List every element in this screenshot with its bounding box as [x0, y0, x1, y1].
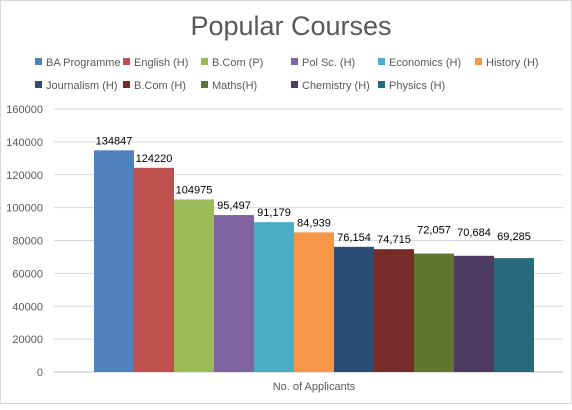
legend-item: BA Programme [35, 57, 121, 69]
data-label: 76,154 [337, 232, 371, 244]
legend-swatch [123, 81, 130, 88]
legend-item: B.Com (H) [123, 80, 186, 92]
bar [254, 222, 294, 372]
legend-swatch [291, 58, 298, 65]
legend-item: Chemistry (H) [291, 80, 370, 92]
legend-label: History (H) [486, 57, 539, 69]
legend-item: B.Com (P) [201, 57, 263, 69]
y-tick-label: 20000 [12, 334, 43, 346]
bars [94, 150, 534, 372]
legend: BA Programme English (H) B.Com (P) Pol Sc. … [35, 57, 539, 92]
legend-swatch [35, 58, 42, 65]
x-axis-category-label: No. of Applicants [273, 381, 356, 393]
legend-label: English (H) [134, 57, 188, 69]
y-tick-label: 80000 [12, 236, 43, 248]
y-tick-label: 100000 [6, 203, 43, 215]
legend-label: BA Programme [46, 57, 121, 69]
legend-label: Physics (H) [389, 80, 445, 92]
legend-item: History (H) [475, 57, 539, 69]
data-label: 84,939 [297, 217, 331, 229]
legend-label: B.Com (H) [134, 80, 186, 92]
legend-item: Maths(H) [201, 80, 257, 92]
legend-item: Physics (H) [378, 80, 445, 92]
bar [214, 215, 254, 372]
legend-item: English (H) [123, 57, 188, 69]
legend-label: Economics (H) [389, 57, 461, 69]
legend-swatch [475, 58, 482, 65]
legend-item: Economics (H) [378, 57, 461, 69]
bar [174, 199, 214, 372]
data-label: 124220 [136, 153, 173, 165]
legend-swatch [201, 58, 208, 65]
legend-swatch [201, 81, 208, 88]
legend-label: Journalism (H) [46, 80, 118, 92]
bar [94, 150, 134, 372]
bar [414, 253, 454, 372]
bar [454, 255, 494, 372]
legend-swatch [291, 81, 298, 88]
data-label: 70,684 [457, 227, 491, 239]
data-label: 69,285 [497, 231, 531, 243]
legend-label: Maths(H) [212, 80, 257, 92]
legend-swatch [378, 58, 385, 65]
y-tick-label: 120000 [6, 170, 43, 182]
bar [334, 246, 374, 372]
legend-swatch [123, 58, 130, 65]
chart-title: Popular Courses [190, 11, 391, 41]
legend-swatch [378, 81, 385, 88]
bar [294, 232, 334, 372]
legend-item: Pol Sc. (H) [291, 57, 355, 69]
legend-label: Pol Sc. (H) [302, 57, 355, 69]
legend-item: Journalism (H) [35, 80, 118, 92]
y-tick-label: 60000 [12, 268, 43, 280]
data-label: 72,057 [417, 225, 451, 237]
y-tick-label: 140000 [6, 137, 43, 149]
bar [494, 258, 534, 372]
y-tick-label: 40000 [12, 301, 43, 313]
data-label: 91,179 [257, 207, 291, 219]
bar [374, 249, 414, 372]
bar [134, 167, 174, 372]
legend-label: B.Com (P) [212, 57, 263, 69]
y-tick-label: 160000 [6, 104, 43, 116]
data-label: 95,497 [217, 200, 251, 212]
data-label: 74,715 [377, 234, 411, 246]
y-tick-label: 0 [37, 367, 43, 379]
data-label: 134847 [96, 135, 133, 147]
y-axis: 0 20000 40000 60000 80000 100000 120000 140000 1… [6, 104, 43, 379]
data-label: 104975 [176, 184, 213, 196]
legend-swatch [35, 81, 42, 88]
legend-label: Chemistry (H) [302, 80, 370, 92]
